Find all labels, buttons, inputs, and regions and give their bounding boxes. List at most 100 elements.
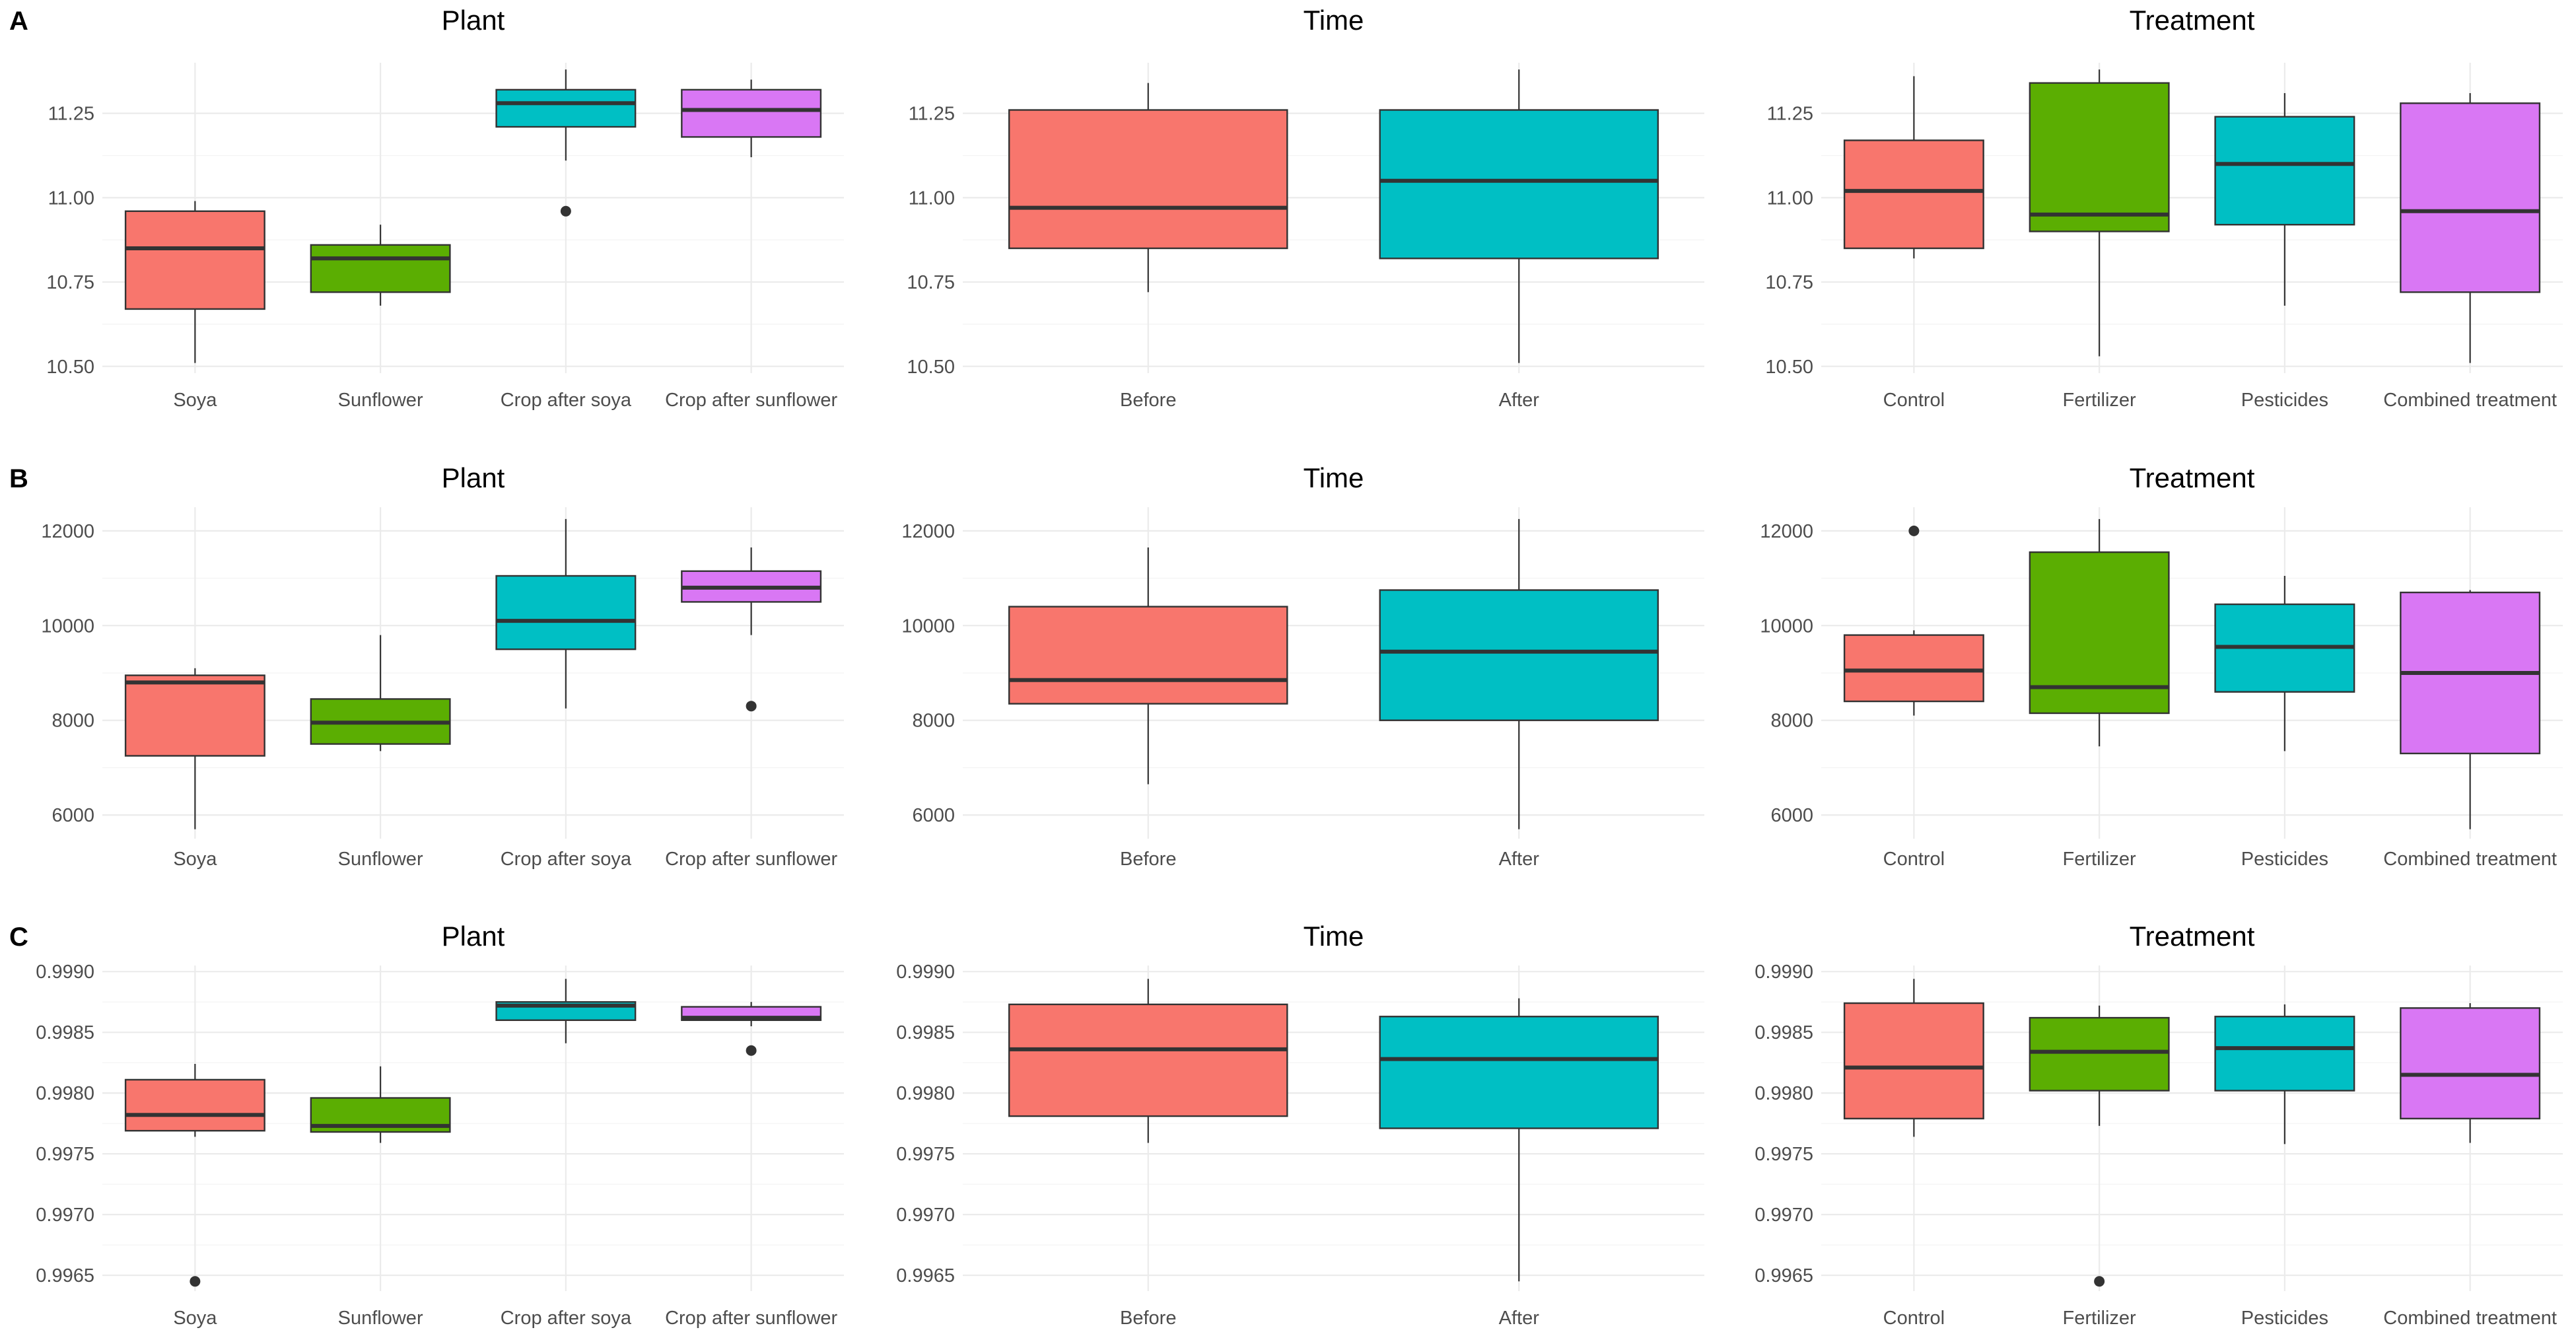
x-tick-label: Pesticides: [2241, 390, 2328, 411]
y-tick-label: 10.50: [46, 357, 94, 378]
y-tick-label: 12000: [41, 521, 94, 542]
panel-title: Treatment: [2130, 5, 2255, 36]
x-tick-label: Control: [1883, 849, 1945, 870]
row-label-a: A: [9, 7, 28, 36]
y-tick-label: 0.9965: [36, 1265, 94, 1286]
x-tick-label: Control: [1883, 390, 1945, 411]
x-tick-label: Combined treatment: [2383, 1308, 2557, 1329]
x-tick-label: Before: [1120, 390, 1176, 411]
box-after: [1379, 589, 1659, 721]
y-tick-label: 10.50: [907, 357, 955, 378]
outlier-point: [746, 1045, 757, 1056]
y-tick-label: 10000: [1760, 615, 1813, 637]
box-crop-after-soya: [495, 575, 637, 650]
x-tick-label: Fertilizer: [2063, 390, 2137, 411]
panel-title: Time: [1304, 921, 1364, 952]
x-tick-label: Sunflower: [338, 849, 423, 870]
y-tick-label: 0.9980: [1755, 1083, 1813, 1104]
panel--time-7: 0.9965 0.9970 0.9975 0.9980 0.9985 0.9990 Befo…: [896, 921, 1704, 1329]
box-control: [1843, 139, 1984, 250]
panel-B-plant-3: 6000 8000 10000 12000 Soya Sunflower Crop afte…: [9, 462, 844, 870]
box-combined-treatment: [2400, 102, 2541, 293]
box-before: [1008, 606, 1288, 705]
row-label-b: B: [9, 464, 28, 493]
panel--treatment-5: 6000 8000 10000 12000 Control Fertilizer Pesti…: [1760, 462, 2563, 870]
y-tick-label: 0.9970: [1755, 1205, 1813, 1226]
y-tick-label: 0.9975: [896, 1144, 955, 1165]
x-tick-label: After: [1499, 849, 1540, 870]
panel-title: Treatment: [2130, 921, 2255, 952]
y-tick-label: 0.9980: [896, 1083, 955, 1104]
panel-A-plant-0: 10.50 10.75 11.00 11.25 Soya Sunflower Crop af…: [9, 5, 844, 411]
panel-C-plant-6: 0.9965 0.9970 0.9975 0.9980 0.9985 0.9990 Soya…: [9, 921, 844, 1329]
x-tick-label: Combined treatment: [2383, 390, 2557, 411]
y-tick-label: 10000: [41, 615, 94, 637]
y-tick-label: 6000: [912, 805, 955, 826]
x-tick-label: Soya: [173, 390, 217, 411]
box-combined-treatment: [2400, 1007, 2541, 1119]
box-soya: [124, 210, 265, 310]
panel--treatment-2: 10.50 10.75 11.00 11.25 Control Fertilizer Pes…: [1765, 5, 2563, 411]
panel-title: Time: [1304, 462, 1364, 493]
box-crop-after-soya: [495, 88, 637, 128]
outlier-point: [560, 205, 571, 217]
panel-title: Time: [1304, 5, 1364, 36]
panel-title: Plant: [442, 921, 505, 952]
x-tick-label: Soya: [173, 1308, 217, 1329]
x-tick-label: Sunflower: [338, 390, 423, 411]
box-after: [1379, 1016, 1659, 1129]
y-tick-label: 0.9970: [896, 1205, 955, 1226]
x-tick-label: Crop after sunflower: [665, 1308, 837, 1329]
box-before: [1008, 109, 1288, 250]
x-tick-label: Before: [1120, 1308, 1176, 1329]
y-tick-label: 0.9990: [36, 962, 94, 983]
y-tick-label: 10.75: [46, 272, 94, 293]
box-pesticides: [2214, 116, 2355, 226]
x-tick-label: Crop after soya: [501, 1308, 632, 1329]
box-after: [1379, 109, 1659, 260]
y-tick-label: 0.9980: [36, 1083, 94, 1104]
box-before: [1008, 1003, 1288, 1117]
x-tick-label: Soya: [173, 849, 217, 870]
x-tick-label: Fertilizer: [2063, 849, 2137, 870]
y-tick-label: 10.75: [1765, 272, 1813, 293]
y-tick-label: 12000: [1760, 521, 1813, 542]
y-tick-label: 11.25: [48, 104, 94, 125]
x-tick-label: Fertilizer: [2063, 1308, 2137, 1329]
box-control: [1843, 1002, 1984, 1119]
box-pesticides: [2214, 1016, 2355, 1092]
x-tick-label: Pesticides: [2241, 849, 2328, 870]
y-tick-label: 0.9985: [896, 1022, 955, 1043]
x-tick-label: Crop after soya: [501, 390, 632, 411]
y-tick-label: 11.00: [48, 188, 94, 209]
y-tick-label: 0.9990: [1755, 962, 1813, 983]
panel-title: Treatment: [2130, 462, 2255, 493]
y-tick-label: 10000: [901, 615, 955, 637]
y-tick-label: 0.9990: [896, 962, 955, 983]
x-tick-label: Control: [1883, 1308, 1945, 1329]
box-sunflower: [310, 244, 451, 293]
y-tick-label: 11.25: [1767, 104, 1813, 125]
box-soya: [124, 1078, 265, 1132]
outlier-point: [2094, 1276, 2105, 1287]
outlier-point: [190, 1276, 201, 1287]
x-tick-label: Pesticides: [2241, 1308, 2328, 1329]
box-crop-after-sunflower: [681, 88, 822, 138]
y-tick-label: 8000: [912, 711, 955, 732]
y-tick-label: 11.00: [909, 188, 955, 209]
panel-title: Plant: [442, 5, 505, 36]
panel--treatment-8: 0.9965 0.9970 0.9975 0.9980 0.9985 0.9990 Cont…: [1755, 921, 2563, 1329]
x-tick-label: After: [1499, 1308, 1540, 1329]
panel--time-4: 6000 8000 10000 12000 Before After Time: [901, 462, 1704, 870]
panel--time-1: 10.50 10.75 11.00 11.25 Before After Time: [907, 5, 1704, 411]
y-tick-label: 0.9975: [36, 1144, 94, 1165]
box-control: [1843, 634, 1984, 703]
outlier-point: [1908, 525, 1920, 536]
y-tick-label: 12000: [901, 521, 955, 542]
y-tick-label: 0.9970: [36, 1205, 94, 1226]
x-tick-label: After: [1499, 390, 1540, 411]
x-tick-label: Crop after sunflower: [665, 390, 837, 411]
x-tick-label: Before: [1120, 849, 1176, 870]
box-fertilizer: [2029, 1016, 2170, 1092]
y-tick-label: 0.9965: [1755, 1265, 1813, 1286]
